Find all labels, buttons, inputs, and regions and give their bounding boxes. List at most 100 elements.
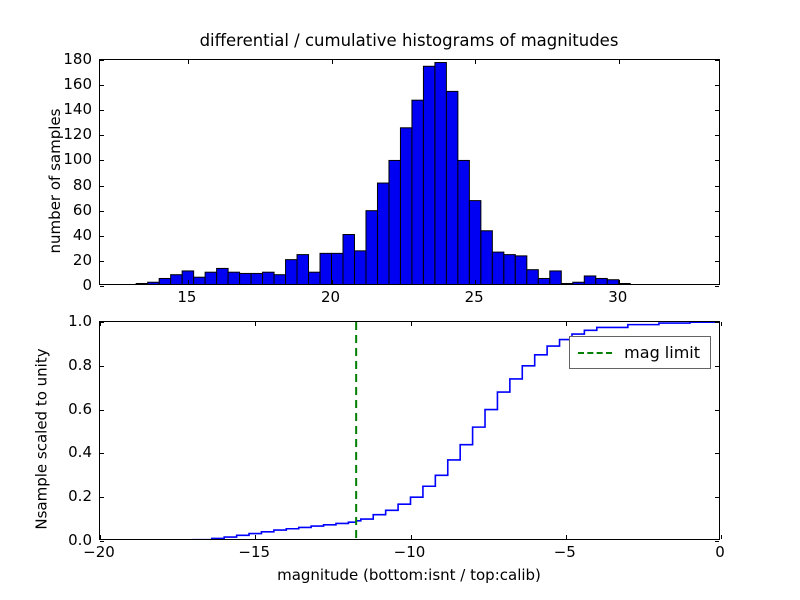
y-tick bbox=[715, 135, 719, 137]
histogram-bar bbox=[170, 274, 183, 284]
mag-limit-line-swatch-icon bbox=[578, 351, 613, 354]
top-axis-ytick-labels: 0 20 40 60 80 100 120 140 160 180 bbox=[20, 0, 92, 600]
histogram-bar bbox=[239, 272, 252, 284]
bottom-axis-ytick-labels: 0.0 0.2 0.4 0.6 0.8 1.0 bbox=[20, 0, 92, 600]
y-tick-label: 0.4 bbox=[68, 443, 92, 462]
histogram-bar bbox=[468, 200, 482, 284]
histogram-bar bbox=[491, 251, 505, 284]
x-tick bbox=[721, 322, 722, 326]
y-tick bbox=[100, 135, 104, 137]
y-tick bbox=[100, 235, 104, 237]
histogram-bar bbox=[560, 282, 574, 284]
x-tick-label: 25 bbox=[464, 288, 484, 306]
y-tick-label: 120 bbox=[63, 125, 92, 144]
y-tick bbox=[100, 497, 104, 499]
y-tick-label: 180 bbox=[63, 50, 92, 68]
histogram-bar bbox=[388, 159, 401, 284]
histogram-bar bbox=[583, 275, 597, 284]
histogram-bar bbox=[537, 277, 551, 284]
y-tick bbox=[715, 60, 719, 61]
x-tick-label: −20 bbox=[83, 543, 115, 561]
y-tick bbox=[100, 85, 104, 87]
y-tick-label: 40 bbox=[72, 225, 92, 244]
histogram-bar bbox=[606, 279, 620, 284]
histogram-bar bbox=[365, 210, 378, 284]
y-tick bbox=[715, 85, 719, 87]
y-tick bbox=[715, 365, 719, 367]
histogram-bar bbox=[457, 159, 470, 284]
histogram-bar bbox=[342, 234, 355, 284]
y-tick bbox=[715, 260, 719, 262]
y-tick bbox=[715, 322, 719, 323]
histogram-bar bbox=[526, 269, 539, 284]
y-tick bbox=[100, 286, 104, 287]
top-plot-area bbox=[100, 60, 719, 284]
histogram-bar bbox=[514, 255, 528, 284]
x-tick-label: 20 bbox=[320, 288, 341, 306]
x-tick bbox=[410, 322, 412, 326]
y-tick bbox=[715, 541, 719, 542]
y-tick bbox=[100, 541, 104, 542]
y-tick bbox=[100, 409, 104, 411]
y-tick bbox=[715, 453, 719, 455]
y-tick-label: 100 bbox=[63, 150, 92, 169]
x-tick-label: 0 bbox=[715, 543, 725, 561]
histogram-bar bbox=[308, 271, 321, 284]
x-tick bbox=[331, 60, 333, 64]
histogram-bar bbox=[285, 259, 298, 284]
histogram-bar bbox=[331, 252, 344, 284]
y-tick bbox=[100, 160, 104, 162]
x-tick-label: −15 bbox=[238, 543, 271, 561]
y-tick-label: 20 bbox=[72, 250, 92, 269]
x-tick bbox=[100, 535, 101, 539]
differential-histogram-axes bbox=[99, 59, 720, 287]
y-tick bbox=[100, 365, 104, 367]
x-tick bbox=[565, 535, 567, 539]
histogram-bar bbox=[480, 230, 493, 284]
histogram-bar bbox=[618, 282, 631, 284]
y-tick-label: 60 bbox=[72, 200, 92, 219]
y-tick-label: 160 bbox=[63, 75, 92, 94]
y-tick-label: 0.8 bbox=[68, 355, 92, 374]
x-tick bbox=[100, 322, 101, 326]
histogram-bar bbox=[147, 281, 160, 284]
histogram-bar bbox=[135, 282, 149, 284]
histogram-bar bbox=[503, 254, 516, 284]
histogram-bar bbox=[595, 277, 608, 284]
legend[interactable]: mag limit bbox=[569, 336, 711, 369]
histogram-bar bbox=[296, 254, 310, 284]
y-tick-label: 0 bbox=[82, 276, 92, 294]
legend-label-mag-limit: mag limit bbox=[624, 343, 700, 362]
histogram-bar bbox=[204, 271, 218, 284]
histogram-bar bbox=[411, 99, 424, 284]
histogram-bar bbox=[399, 127, 413, 284]
x-tick bbox=[721, 535, 722, 539]
x-tick bbox=[187, 280, 189, 284]
y-tick bbox=[715, 110, 719, 112]
x-tick-label: −5 bbox=[553, 543, 576, 561]
y-tick-label: 1.0 bbox=[68, 312, 92, 330]
x-tick-label: 15 bbox=[177, 288, 197, 306]
y-tick bbox=[715, 160, 719, 162]
histogram-bar bbox=[422, 65, 436, 284]
histogram-bar bbox=[227, 271, 241, 284]
y-tick-label: 0.2 bbox=[68, 487, 92, 506]
figure-xlabel: magnitude (bottom:isnt / top:calib) bbox=[277, 566, 541, 584]
x-tick bbox=[187, 60, 189, 64]
x-tick bbox=[475, 60, 477, 64]
y-tick bbox=[715, 210, 719, 212]
histogram-bar bbox=[250, 272, 264, 284]
y-tick bbox=[100, 60, 104, 61]
histogram-bar bbox=[376, 182, 390, 284]
histogram-bar bbox=[193, 276, 206, 284]
x-tick bbox=[410, 535, 412, 539]
x-tick-label: 30 bbox=[608, 288, 628, 306]
x-tick-label: −10 bbox=[393, 543, 426, 561]
histogram-bar bbox=[434, 62, 447, 284]
histogram-bar bbox=[445, 90, 459, 284]
histogram-bar bbox=[319, 252, 333, 284]
x-tick bbox=[255, 322, 257, 326]
histogram-bar bbox=[273, 274, 287, 284]
y-tick bbox=[715, 286, 719, 287]
